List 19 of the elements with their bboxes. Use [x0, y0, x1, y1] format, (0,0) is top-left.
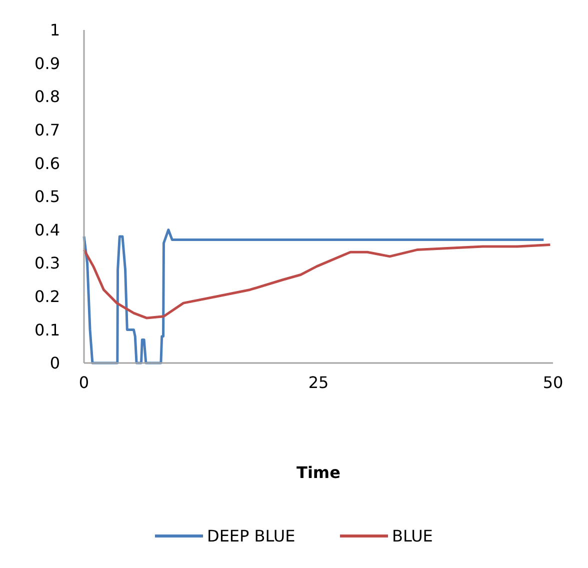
y-tick-label: 0.6	[34, 154, 60, 173]
y-tick-label: 0.8	[34, 87, 60, 106]
y-tick-label: 1	[50, 20, 60, 40]
y-tick-label: 0.7	[34, 120, 60, 140]
y-tick-label: 0.3	[34, 254, 60, 273]
x-tick-label: 50	[542, 373, 564, 392]
y-tick-label: 0.2	[34, 287, 60, 306]
legend-label: DEEP BLUE	[207, 526, 296, 546]
y-tick-label: 0.1	[34, 320, 60, 340]
legend-label: BLUE	[392, 526, 433, 546]
line-series	[82, 244, 552, 320]
x-tick-label: 0	[78, 373, 90, 392]
x-tick-label: 25	[308, 373, 329, 392]
y-tick-label: 0	[50, 354, 60, 373]
y-tick-label: 0.4	[34, 220, 60, 240]
x-axis-title: Time	[296, 463, 341, 482]
y-tick-label: 0.5	[34, 187, 60, 206]
y-tick-label: 0.9	[34, 54, 60, 73]
line-series	[82, 228, 545, 364]
